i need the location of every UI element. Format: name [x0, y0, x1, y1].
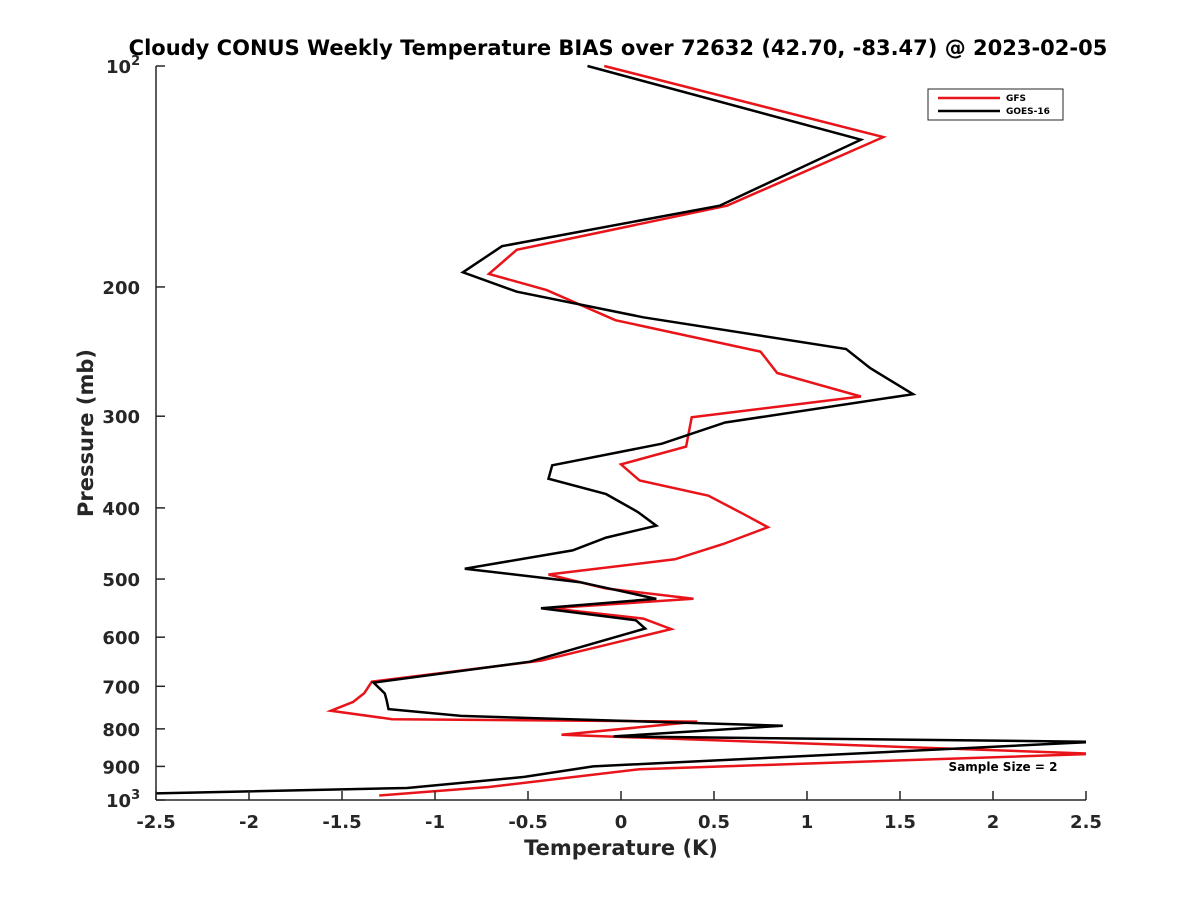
- y-tick-label: 300: [102, 407, 140, 428]
- legend-box: [927, 88, 1064, 121]
- x-tick-label: -2.5: [136, 812, 175, 833]
- x-ticks: -2.5 -2 -1.5 -1 -0.5 0 0.5 1 1.5 2 2.5: [136, 791, 1102, 833]
- x-tick-label: 2: [987, 812, 1000, 833]
- x-tick-label: -2: [239, 812, 259, 833]
- y-ticks: 102 200 300 400 500 600 700 800 900 103: [102, 54, 165, 812]
- x-tick-label: -1.5: [322, 812, 361, 833]
- y-tick-label: 500: [102, 570, 140, 591]
- x-tick-label: 0: [615, 812, 628, 833]
- y-tick-label: 700: [102, 677, 140, 698]
- x-axis-label: Temperature (K): [524, 836, 718, 860]
- y-tick-label: 800: [102, 720, 140, 741]
- series-line-goes16: [156, 64, 1086, 795]
- legend: GFS GOES-16: [927, 88, 1064, 121]
- sample-size-annotation: Sample Size = 2: [949, 760, 1058, 774]
- legend-label-gfs: GFS: [1006, 94, 1026, 104]
- legend-label-goes16: GOES-16: [1006, 107, 1050, 117]
- x-tick-label: 2.5: [1070, 812, 1102, 833]
- x-tick-label: -1: [425, 812, 445, 833]
- x-tick-label: 1.5: [884, 812, 916, 833]
- y-tick-label: 102: [106, 54, 140, 78]
- y-tick-label: 400: [102, 499, 140, 520]
- axes: [155, 66, 1086, 801]
- x-tick-label: 1: [801, 812, 814, 833]
- y-axis-label: Pressure (mb): [74, 349, 98, 517]
- x-tick-label: 0.5: [698, 812, 730, 833]
- series-line-gfs: [325, 64, 1086, 797]
- y-tick-label: 103: [106, 788, 140, 812]
- y-tick-label: 600: [102, 628, 140, 649]
- y-tick-label: 200: [102, 278, 140, 299]
- plot-lines: [156, 64, 1086, 797]
- y-tick-label: 900: [102, 757, 140, 778]
- x-tick-label: -0.5: [508, 812, 547, 833]
- chart-title: Cloudy CONUS Weekly Temperature BIAS ove…: [129, 36, 1108, 60]
